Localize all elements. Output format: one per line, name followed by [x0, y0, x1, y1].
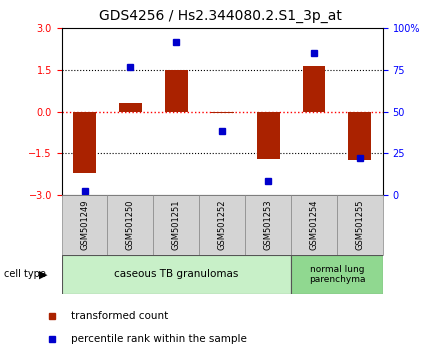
- Text: GSM501253: GSM501253: [264, 199, 273, 250]
- Bar: [154, 195, 199, 255]
- Text: GSM501250: GSM501250: [126, 200, 135, 250]
- Text: GSM501252: GSM501252: [218, 200, 227, 250]
- Text: GDS4256 / Hs2.344080.2.S1_3p_at: GDS4256 / Hs2.344080.2.S1_3p_at: [99, 9, 341, 23]
- Bar: [107, 195, 154, 255]
- Bar: [211, 112, 234, 113]
- Text: percentile rank within the sample: percentile rank within the sample: [71, 334, 247, 344]
- Bar: [62, 195, 107, 255]
- Bar: [62, 255, 291, 294]
- Bar: [303, 66, 326, 112]
- Bar: [165, 70, 188, 112]
- Bar: [119, 103, 142, 112]
- Text: cell type: cell type: [4, 269, 46, 279]
- Bar: [348, 112, 371, 160]
- Bar: [291, 195, 337, 255]
- Bar: [257, 112, 279, 159]
- Bar: [245, 195, 291, 255]
- Text: GSM501251: GSM501251: [172, 200, 181, 250]
- Text: GSM501255: GSM501255: [356, 200, 364, 250]
- Text: GSM501249: GSM501249: [80, 200, 89, 250]
- Bar: [199, 195, 245, 255]
- Text: ▶: ▶: [39, 269, 48, 279]
- Text: caseous TB granulomas: caseous TB granulomas: [114, 269, 238, 279]
- Text: GSM501254: GSM501254: [309, 200, 319, 250]
- Bar: [337, 195, 383, 255]
- Text: transformed count: transformed count: [71, 311, 169, 321]
- Bar: [73, 112, 96, 172]
- Bar: [291, 255, 383, 294]
- Text: normal lung
parenchyma: normal lung parenchyma: [309, 265, 365, 284]
